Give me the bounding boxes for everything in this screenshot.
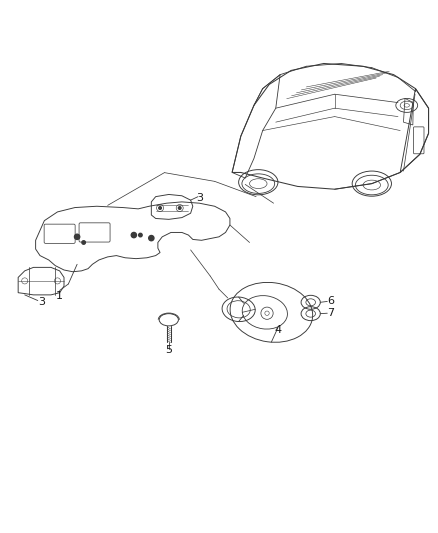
Text: 6: 6 [327, 296, 334, 306]
Text: 1: 1 [56, 291, 63, 301]
Circle shape [139, 233, 142, 237]
Circle shape [131, 232, 137, 238]
Circle shape [178, 207, 181, 209]
Circle shape [149, 236, 154, 241]
Circle shape [82, 241, 85, 244]
Text: 5: 5 [165, 345, 172, 356]
Circle shape [74, 234, 80, 239]
Circle shape [159, 207, 161, 209]
Text: 7: 7 [327, 308, 334, 318]
Text: 3: 3 [39, 297, 46, 308]
Text: 3: 3 [196, 192, 203, 203]
Text: 4: 4 [274, 325, 282, 335]
